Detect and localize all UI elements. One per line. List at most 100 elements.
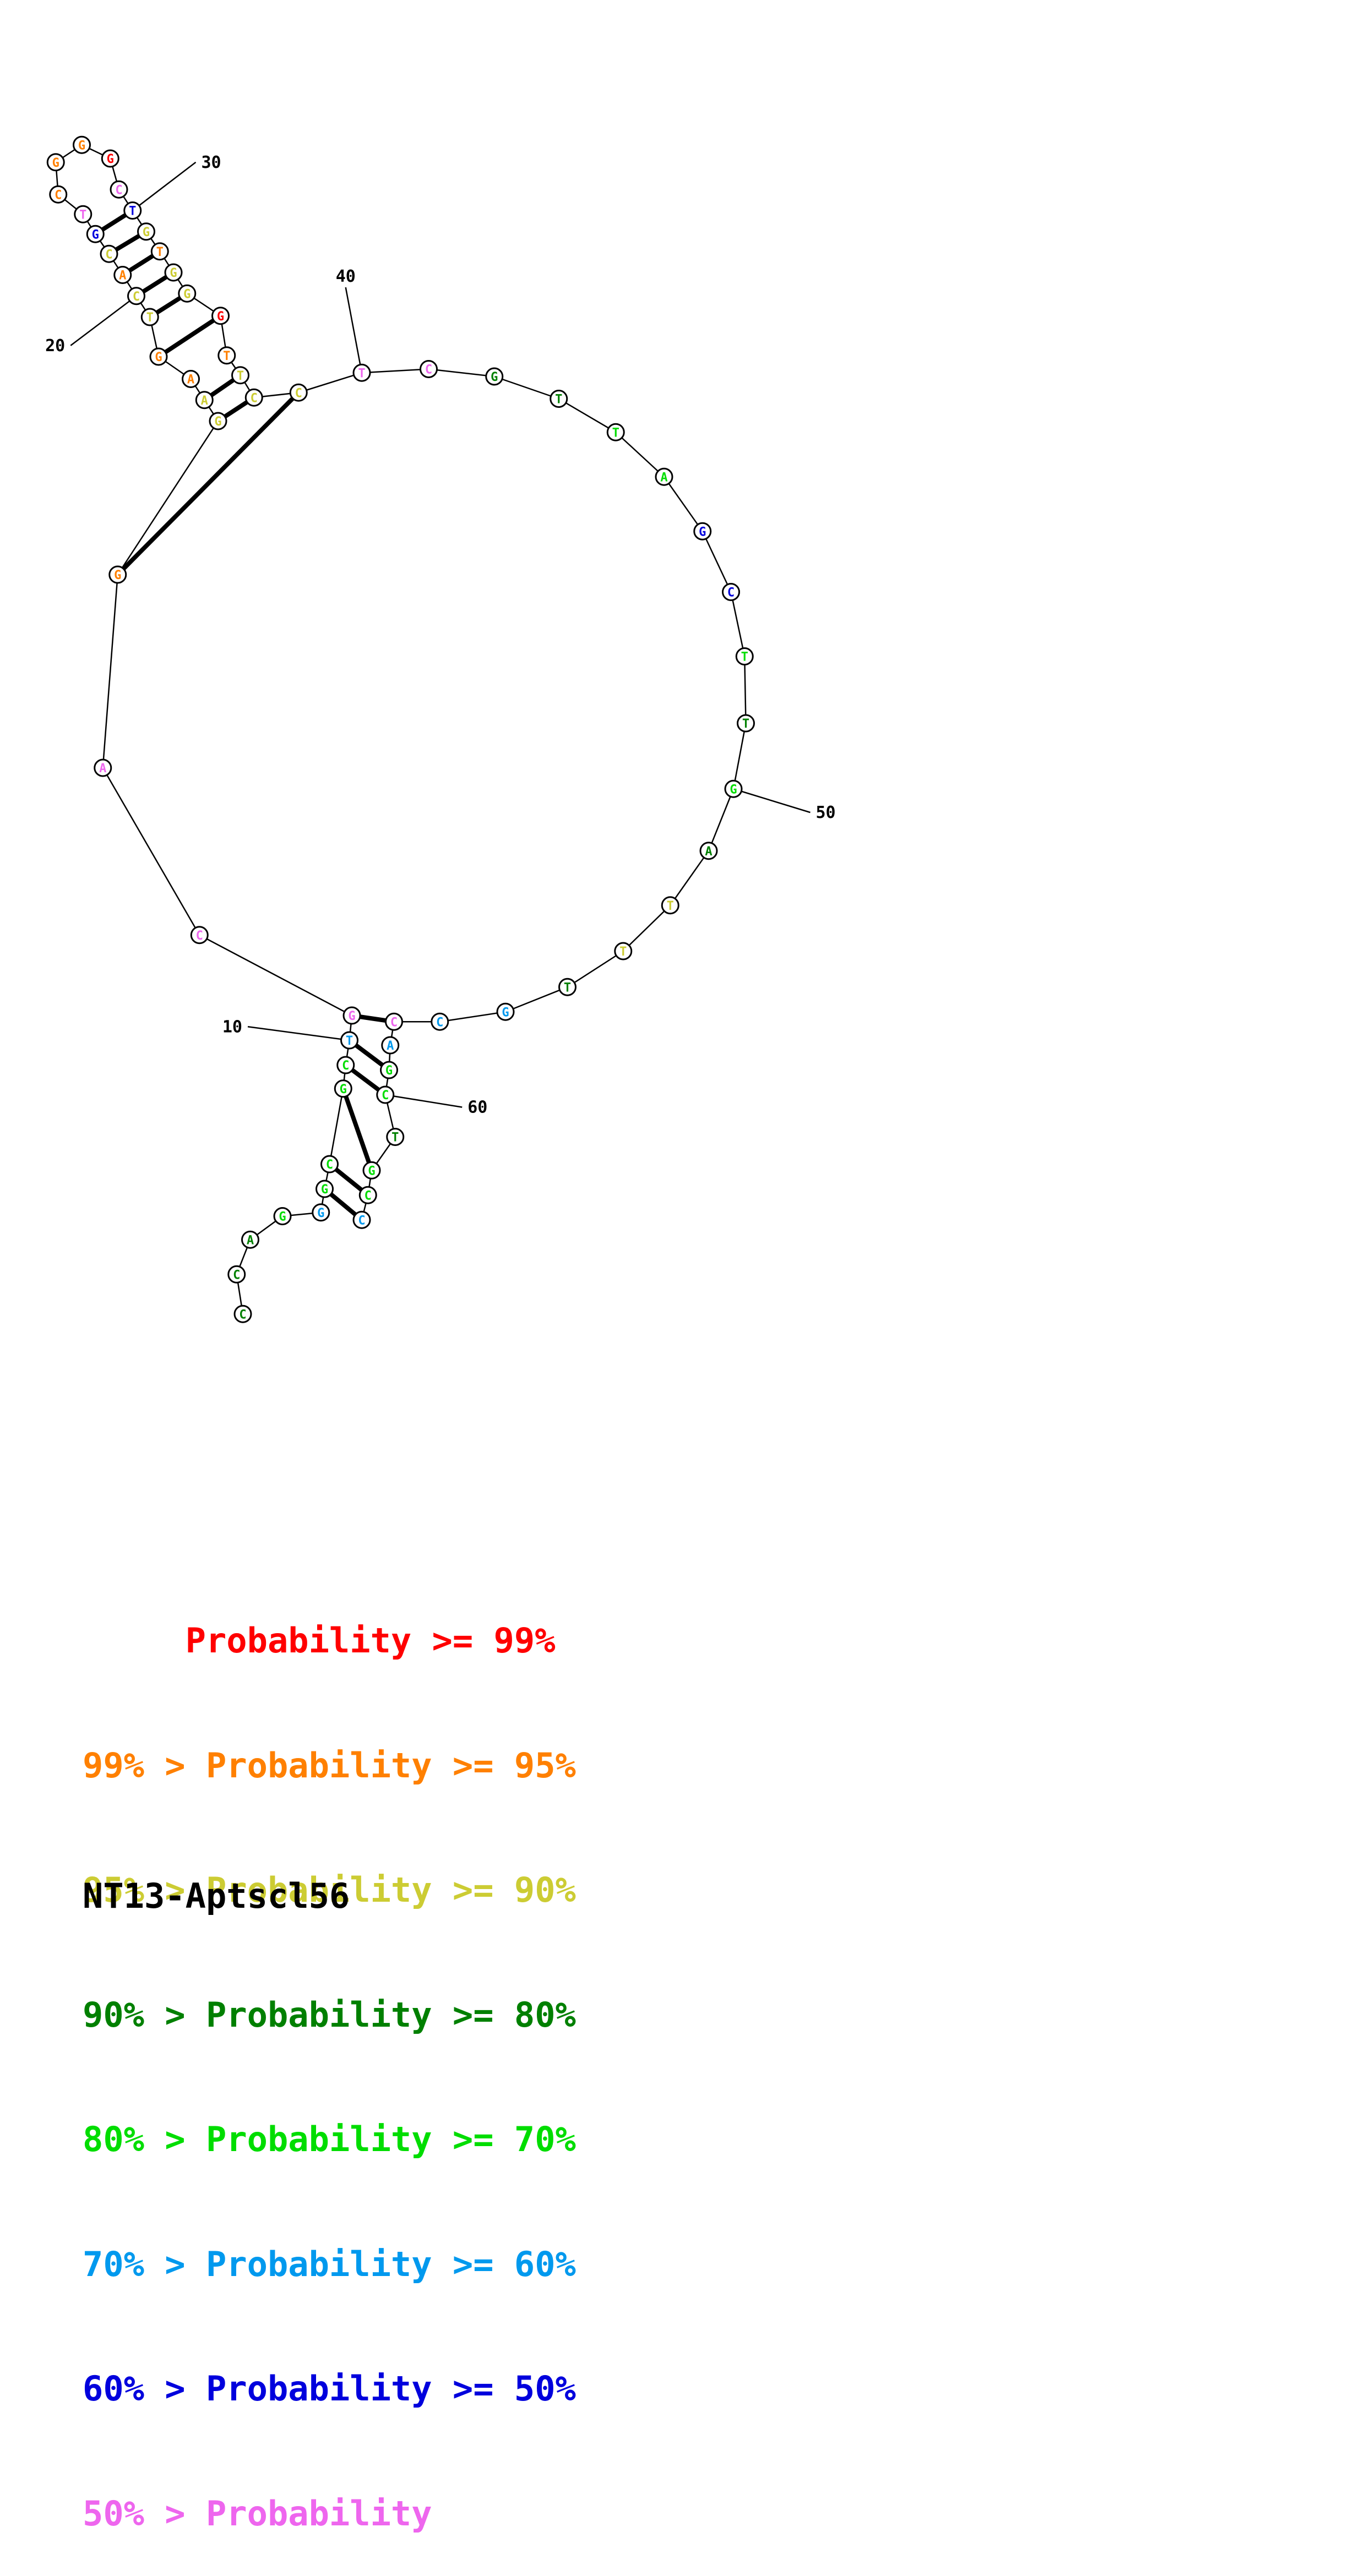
nucleotide-letter: G xyxy=(78,139,85,152)
position-tick-layer: 10 20 30 40 50 60 xyxy=(45,153,836,1117)
position-label: 40 xyxy=(336,267,356,286)
nucleotide-letter: T xyxy=(555,393,562,407)
nucleotide-circle xyxy=(724,779,743,798)
backbone-link xyxy=(494,375,559,400)
position-label: 20 xyxy=(45,336,65,356)
nucleotide-letter: C xyxy=(55,188,62,202)
nucleotide-circle xyxy=(140,308,159,326)
nucleotide: G xyxy=(209,412,227,430)
nucleotide-circle xyxy=(614,942,633,960)
nucleotide-letter: G xyxy=(107,152,114,166)
legend-row: 70% > Probability >= 60% xyxy=(83,2244,576,2284)
nucleotide: A xyxy=(655,467,673,486)
base-pair-bond xyxy=(116,391,301,576)
nucleotide: G xyxy=(178,284,197,303)
nucleotide-letter: G xyxy=(217,310,224,324)
nucleotide-circle xyxy=(606,423,625,441)
nucleotide: A xyxy=(381,1036,400,1055)
nucleotide: G xyxy=(693,522,712,541)
nucleotide-circle xyxy=(86,225,105,243)
base-pair-bond xyxy=(157,314,222,359)
nucleotide: A xyxy=(182,370,200,388)
nucleotide: C xyxy=(722,583,740,601)
legend-row: 50% > Probability xyxy=(83,2493,432,2534)
nucleotide-circle xyxy=(74,205,93,223)
nucleotide-letter: C xyxy=(295,386,302,400)
nucleotide-letter: C xyxy=(196,929,203,943)
nucleotide-letter: C xyxy=(115,183,122,197)
position-tick xyxy=(385,1094,463,1108)
nucleotide-letter: T xyxy=(346,1034,353,1048)
nucleotide-letter: T xyxy=(667,899,674,913)
nucleotide: A xyxy=(113,266,132,284)
nucleotide: C xyxy=(233,1305,252,1323)
nucleotide-letter: C xyxy=(390,1016,398,1029)
nucleotide-letter: G xyxy=(183,287,191,301)
nucleotide: C xyxy=(227,1265,246,1284)
nucleotide: C xyxy=(244,388,263,407)
nucleotide-circle xyxy=(558,978,577,996)
nucleotide: G xyxy=(137,222,155,241)
nucleotide-circle xyxy=(312,1203,330,1222)
nucleotide-letter: T xyxy=(391,1131,399,1145)
legend-row: 60% > Probability >= 50% xyxy=(83,2368,576,2409)
nucleotide-letter: A xyxy=(387,1039,394,1053)
nucleotide-letter: G xyxy=(143,226,150,239)
nucleotide-letter: A xyxy=(247,1234,254,1247)
nucleotide: G xyxy=(164,263,183,282)
nucleotide: C xyxy=(190,926,209,945)
nucleotide-letter: T xyxy=(619,945,627,959)
backbone-link xyxy=(505,986,568,1013)
backbone-link xyxy=(663,476,703,532)
nucleotide-circle xyxy=(722,583,740,601)
legend-row: 90% > Probability >= 80% xyxy=(83,1994,576,2035)
backbone-link xyxy=(701,531,732,593)
nucleotide: T xyxy=(558,978,577,996)
nucleotide: G xyxy=(312,1203,330,1222)
nucleotide: C xyxy=(385,1012,403,1031)
nucleotide: A xyxy=(195,391,214,410)
nucleotide-circle xyxy=(699,842,718,860)
nucleotide-letter: G xyxy=(92,228,99,242)
position-tick xyxy=(132,161,197,211)
nucleotide-letter: C xyxy=(727,586,735,600)
nucleotide-circle xyxy=(362,1161,381,1180)
nucleotide: G xyxy=(724,779,743,798)
nucleotide: T xyxy=(340,1031,358,1050)
nucleotide-letter: G xyxy=(699,525,706,539)
nucleotide-letter: G xyxy=(491,370,498,384)
nucleotide: A xyxy=(699,842,718,860)
nucleotide-circle xyxy=(496,1002,515,1021)
nucleotide: C xyxy=(420,360,438,378)
nucleotide-circle xyxy=(101,149,119,168)
nucleotide-circle xyxy=(73,135,91,154)
nucleotide-letter: T xyxy=(223,350,230,363)
backbone-link xyxy=(567,950,624,988)
nucleotide-circle xyxy=(231,366,249,385)
nucleotide: G xyxy=(485,367,504,386)
nucleotide-circle xyxy=(386,1128,405,1146)
nucleotide: G xyxy=(380,1061,398,1079)
nucleotide-circle xyxy=(217,346,236,365)
position-label: 30 xyxy=(202,153,221,172)
nucleotide-letter: C xyxy=(358,1214,365,1227)
nucleotide-letter: G xyxy=(155,351,162,364)
nucleotide: G xyxy=(46,153,65,172)
nucleotide: A xyxy=(94,758,112,777)
nucleotide: G xyxy=(73,135,91,154)
backbone-link xyxy=(558,398,616,433)
nucleotide-circle xyxy=(108,565,127,584)
nucleotide-circle xyxy=(190,926,209,945)
nucleotide: T xyxy=(140,308,159,326)
nucleotide-letter: G xyxy=(114,569,121,582)
nucleotide-letter: C xyxy=(342,1059,349,1073)
nucleotide-circle xyxy=(127,287,145,305)
nucleotide-letter: G xyxy=(368,1164,375,1178)
probability-legend: Probability >= 99% 99% > Probability >= … xyxy=(83,1537,576,2576)
nucleotide: G xyxy=(334,1079,352,1098)
nucleotide-circle xyxy=(149,347,168,366)
nucleotide-letter: T xyxy=(564,981,571,995)
nucleotide: G xyxy=(86,225,105,243)
nucleotide-letter: T xyxy=(742,717,749,731)
nucleotide-letter: A xyxy=(660,471,667,484)
